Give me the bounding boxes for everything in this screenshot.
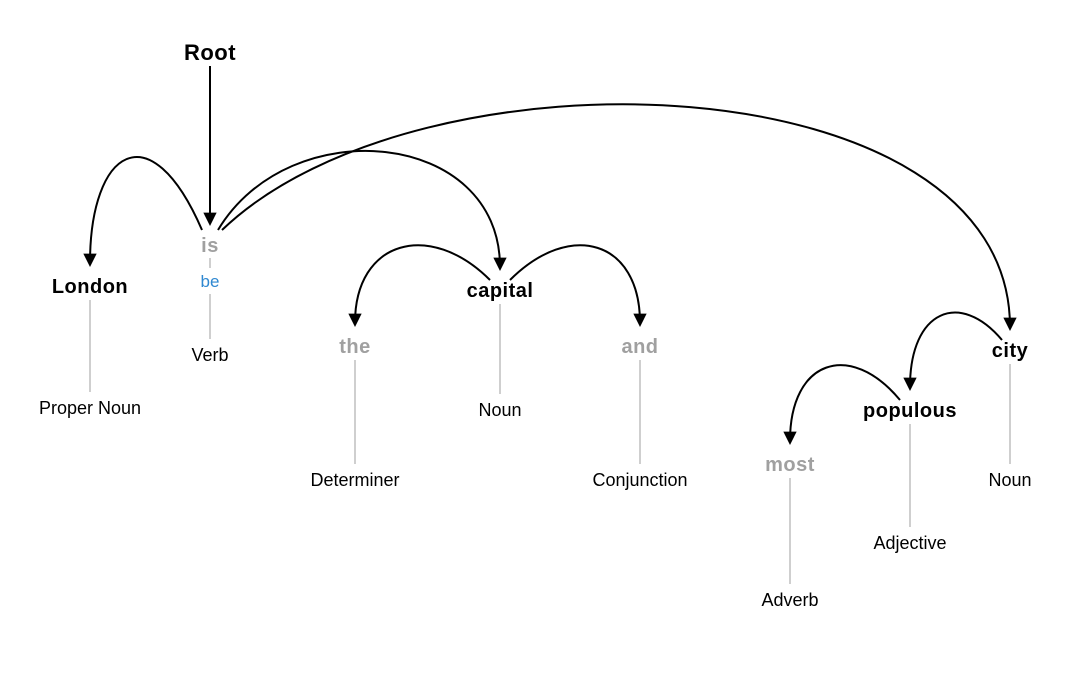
node-city-pos: Noun bbox=[988, 470, 1031, 491]
node-capital-pos: Noun bbox=[478, 400, 521, 421]
pos-and: Conjunction bbox=[592, 470, 687, 490]
node-is-word: is bbox=[201, 235, 219, 258]
word-london: London bbox=[52, 276, 128, 298]
word-city: city bbox=[992, 340, 1028, 362]
pos-capital: Noun bbox=[478, 400, 521, 420]
word-the: the bbox=[339, 336, 371, 358]
node-most-word: most bbox=[765, 454, 815, 477]
pos-the: Determiner bbox=[310, 470, 399, 490]
word-populous: populous bbox=[863, 400, 957, 422]
edge-is-capital bbox=[218, 151, 500, 267]
node-the-word: the bbox=[339, 336, 371, 359]
pos-is: Verb bbox=[191, 345, 228, 365]
word-is: is bbox=[201, 235, 219, 257]
node-and-pos: Conjunction bbox=[592, 470, 687, 491]
word-and: and bbox=[621, 336, 658, 358]
node-london-word: London bbox=[52, 276, 128, 299]
dependency-tree-canvas: Root London Proper Noun is be Verb the D… bbox=[0, 0, 1080, 674]
node-city-word: city bbox=[992, 340, 1028, 363]
root-label: Root bbox=[184, 40, 236, 66]
node-is-lemma: be bbox=[201, 272, 220, 292]
node-is-pos: Verb bbox=[191, 345, 228, 366]
lemma-is: be bbox=[201, 272, 220, 291]
node-and-word: and bbox=[621, 336, 658, 359]
word-capital: capital bbox=[467, 280, 534, 302]
root-text: Root bbox=[184, 40, 236, 65]
pos-city: Noun bbox=[988, 470, 1031, 490]
node-populous-word: populous bbox=[863, 400, 957, 423]
pos-london: Proper Noun bbox=[39, 398, 141, 418]
edges-layer bbox=[0, 0, 1080, 674]
node-most-pos: Adverb bbox=[761, 590, 818, 611]
word-most: most bbox=[765, 454, 815, 476]
node-populous-pos: Adjective bbox=[873, 533, 946, 554]
edge-is-london bbox=[90, 157, 202, 263]
pos-populous: Adjective bbox=[873, 533, 946, 553]
node-the-pos: Determiner bbox=[310, 470, 399, 491]
edge-is-city bbox=[222, 104, 1010, 327]
node-capital-word: capital bbox=[467, 280, 534, 303]
pos-most: Adverb bbox=[761, 590, 818, 610]
edge-city-populous bbox=[910, 313, 1002, 387]
node-london-pos: Proper Noun bbox=[39, 398, 141, 419]
